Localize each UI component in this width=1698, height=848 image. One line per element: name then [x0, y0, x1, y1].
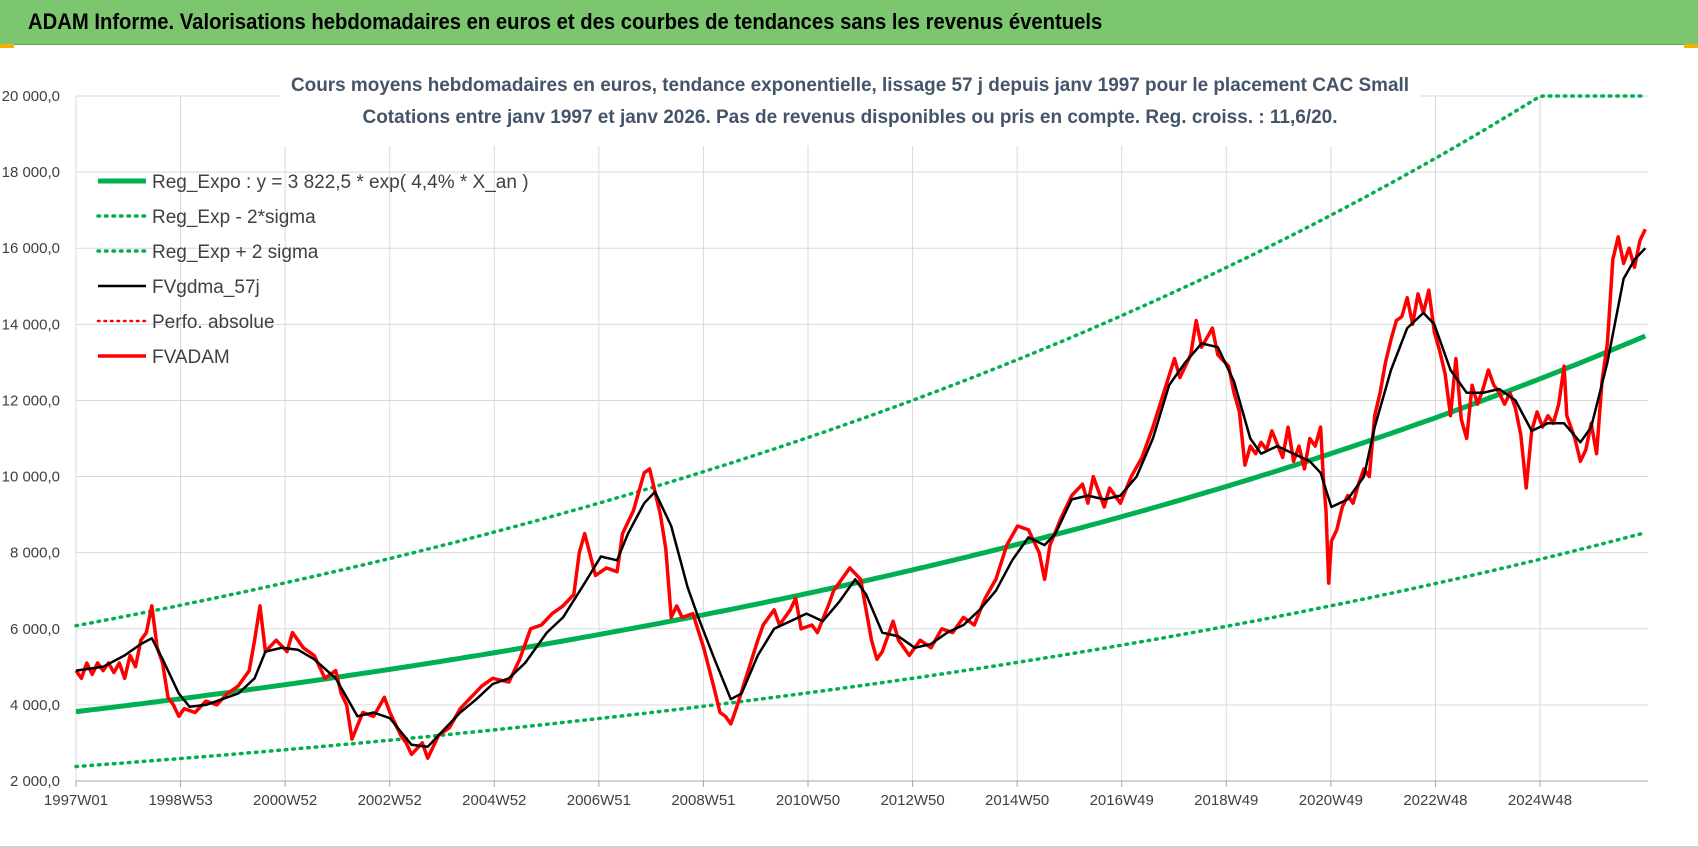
x-tick-label: 2024W48 — [1508, 792, 1572, 809]
bottom-strip — [0, 846, 1698, 848]
x-tick-label: 1997W01 — [44, 792, 108, 809]
x-tick-label: 2016W49 — [1090, 792, 1154, 809]
header-bar: ADAM Informe. Valorisations hebdomadaire… — [0, 0, 1698, 45]
x-tick-label: 2010W50 — [776, 792, 840, 809]
x-tick-label: 2014W50 — [985, 792, 1049, 809]
y-tick-label: 18 000,0 — [2, 164, 60, 181]
y-tick-label: 16 000,0 — [2, 240, 60, 257]
corner-marker-left — [0, 44, 14, 48]
line-chart: 2 000,0 4 000,0 6 000,0 8 000,0 10 000,0 12 0… — [0, 48, 1698, 846]
legend-entry: Reg_Exp + 2 sigma — [152, 242, 319, 263]
chart-title: Cours moyens hebdomadaires en euros, ten… — [291, 75, 1409, 96]
y-tick-label: 2 000,0 — [10, 773, 60, 790]
y-axis-ticks: 2 000,0 4 000,0 6 000,0 8 000,0 10 000,0 12 0… — [2, 88, 60, 790]
series-line-1 — [74, 530, 1648, 769]
x-tick-label: 2020W49 — [1299, 792, 1363, 809]
legend-entry: Reg_Expo : y = 3 822,5 * exp( 4,4% * X_a… — [152, 172, 529, 193]
title-background — [280, 64, 1420, 146]
legend-entry: FVgdma_57j — [152, 277, 260, 298]
x-tick-label: 2012W50 — [880, 792, 944, 809]
y-tick-label: 8 000,0 — [10, 545, 60, 562]
x-tick-label: 2022W48 — [1403, 792, 1467, 809]
y-tick-label: 10 000,0 — [2, 469, 60, 486]
chart-legend: Reg_Expo : y = 3 822,5 * exp( 4,4% * X_a… — [96, 172, 529, 368]
x-tick-label: 2018W49 — [1194, 792, 1258, 809]
x-tick-label: 1998W53 — [148, 792, 212, 809]
x-tick-label: 2000W52 — [253, 792, 317, 809]
series-line-3 — [75, 247, 1647, 749]
corner-marker-right — [1684, 44, 1698, 48]
series-line-2 — [74, 94, 1648, 628]
x-axis-ticks: 1997W01 1998W53 2000W52 2002W52 2004W52 2006W… — [44, 781, 1572, 809]
chart-subtitle: Cotations entre janv 1997 et janv 2026. … — [363, 107, 1338, 128]
x-tick-label: 2006W51 — [567, 792, 631, 809]
x-tick-label: 2004W52 — [462, 792, 526, 809]
chart-background — [0, 48, 1698, 846]
y-tick-label: 4 000,0 — [10, 697, 60, 714]
x-tick-label: 2002W52 — [358, 792, 422, 809]
y-tick-label: 20 000,0 — [2, 88, 60, 105]
y-tick-label: 12 000,0 — [2, 392, 60, 409]
series-layer — [74, 94, 1648, 769]
page-title: ADAM Informe. Valorisations hebdomadaire… — [28, 9, 1103, 34]
legend-entry: Reg_Exp - 2*sigma — [152, 207, 316, 228]
legend-entry: Perfo. absolue — [152, 312, 275, 333]
y-tick-label: 14 000,0 — [2, 316, 60, 333]
x-tick-label: 2008W51 — [671, 792, 735, 809]
legend-entry: FVADAM — [152, 347, 230, 368]
y-tick-label: 6 000,0 — [10, 621, 60, 638]
